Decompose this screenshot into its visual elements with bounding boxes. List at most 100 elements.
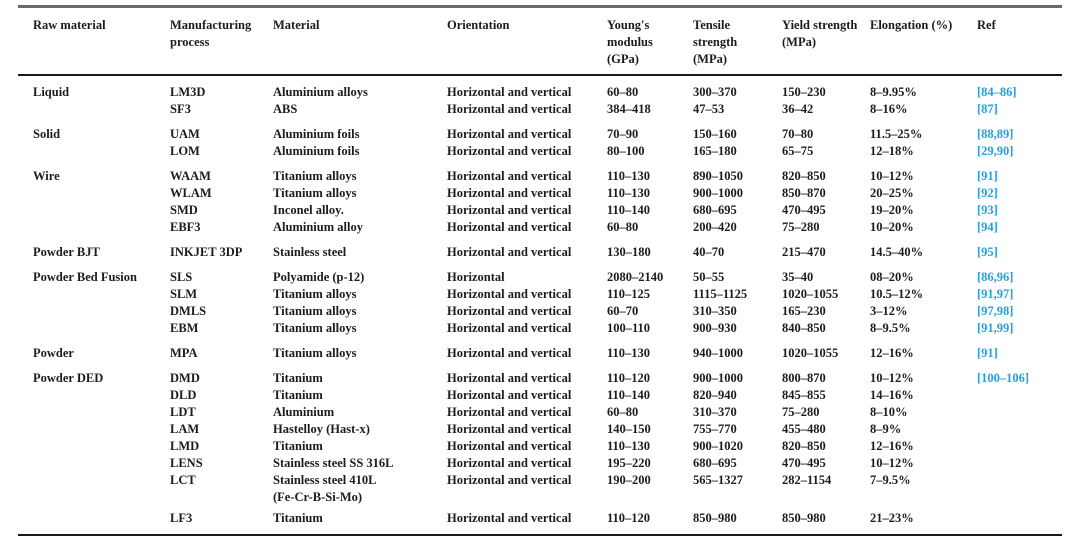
cell-ref-citation-link[interactable]: [88,89] bbox=[977, 127, 1014, 141]
cell-ref-citation-link[interactable]: [86,96] bbox=[977, 270, 1014, 284]
table-row: EBM Titanium alloys Horizontal and verti… bbox=[18, 320, 1062, 337]
cell-yield-strength: 35–40 bbox=[782, 270, 814, 284]
cell-ref-citation-link[interactable]: [29,90] bbox=[977, 144, 1014, 158]
cell-material: Titanium alloys bbox=[273, 321, 357, 335]
cell-yield-strength: 850–870 bbox=[782, 186, 826, 200]
cell-ref-citation-link[interactable]: [92] bbox=[977, 186, 998, 200]
cell-elongation: 20–25% bbox=[870, 186, 914, 200]
cell-material: Aluminium foils bbox=[273, 127, 360, 141]
cell-material: Titanium alloys bbox=[273, 169, 357, 183]
cell-ref-citation-link bbox=[977, 421, 1062, 438]
cell-orientation: Horizontal and vertical bbox=[447, 371, 572, 385]
cell-ref-citation-link[interactable]: [94] bbox=[977, 220, 998, 234]
cell-tensile-strength: 900–1020 bbox=[693, 439, 743, 453]
cell-youngs-modulus: 110–140 bbox=[607, 388, 651, 402]
header-orientation: Orientation bbox=[447, 6, 607, 76]
cell-yield-strength: 150–230 bbox=[782, 85, 826, 99]
cell-elongation: 7–9.5% bbox=[870, 473, 911, 487]
cell-yield-strength: 470–495 bbox=[782, 456, 826, 470]
cell-elongation: 8–9% bbox=[870, 422, 902, 436]
table-row: LCT Stainless steel 410L (Fe-Cr-B-Si-Mo)… bbox=[18, 472, 1062, 506]
cell-tensile-strength: 165–180 bbox=[693, 144, 737, 158]
cell-tensile-strength: 680–695 bbox=[693, 456, 737, 470]
header-youngs-modulus: Young's modulus (GPa) bbox=[607, 6, 693, 76]
cell-raw-material: Liquid bbox=[33, 85, 70, 99]
cell-manufacturing-process: WAAM bbox=[170, 169, 211, 183]
cell-manufacturing-process: EBF3 bbox=[170, 220, 201, 234]
cell-manufacturing-process: DLD bbox=[170, 388, 197, 402]
cell-orientation: Horizontal and vertical bbox=[447, 456, 572, 470]
cell-elongation: 10–12% bbox=[870, 371, 914, 385]
cell-manufacturing-process: WLAM bbox=[170, 186, 212, 200]
cell-ref-citation-link bbox=[977, 455, 1062, 472]
cell-manufacturing-process: LOM bbox=[170, 144, 200, 158]
cell-raw-material: Powder BJT bbox=[33, 245, 100, 259]
cell-manufacturing-process: SLS bbox=[170, 270, 193, 284]
cell-orientation: Horizontal and vertical bbox=[447, 346, 572, 360]
cell-manufacturing-process: DMD bbox=[170, 371, 200, 385]
cell-manufacturing-process: SMD bbox=[170, 203, 198, 217]
cell-youngs-modulus: 190–200 bbox=[607, 473, 651, 487]
table-row: SLM Titanium alloys Horizontal and verti… bbox=[18, 286, 1062, 303]
cell-tensile-strength: 850–980 bbox=[693, 511, 737, 525]
cell-manufacturing-process: MPA bbox=[170, 346, 198, 360]
cell-elongation: 08–20% bbox=[870, 270, 914, 284]
cell-orientation: Horizontal and vertical bbox=[447, 321, 572, 335]
cell-yield-strength: 820–850 bbox=[782, 439, 826, 453]
cell-ref-citation-link[interactable]: [84–86] bbox=[977, 85, 1017, 99]
table-row: DMLS Titanium alloys Horizontal and vert… bbox=[18, 303, 1062, 320]
cell-elongation: 19–20% bbox=[870, 203, 914, 217]
cell-elongation: 8–16% bbox=[870, 102, 908, 116]
table-row: LAM Hastelloy (Hast-x) Horizontal and ve… bbox=[18, 421, 1062, 438]
cell-orientation: Horizontal and vertical bbox=[447, 245, 572, 259]
cell-raw-material bbox=[18, 303, 170, 320]
cell-orientation: Horizontal and vertical bbox=[447, 169, 572, 183]
table-row: LF3 Titanium Horizontal and vertical 110… bbox=[18, 506, 1062, 535]
cell-tensile-strength: 820–940 bbox=[693, 388, 737, 402]
cell-material: Titanium alloys bbox=[273, 346, 357, 360]
cell-material: Aluminium foils bbox=[273, 144, 360, 158]
cell-ref-citation-link[interactable]: [87] bbox=[977, 102, 998, 116]
header-row: Raw material Manufacturing process Mater… bbox=[18, 6, 1062, 76]
header-ref: Ref bbox=[977, 6, 1062, 76]
cell-tensile-strength: 40–70 bbox=[693, 245, 725, 259]
cell-youngs-modulus: 130–180 bbox=[607, 245, 651, 259]
cell-material: Titanium bbox=[273, 511, 323, 525]
cell-ref-citation-link[interactable]: [91,97] bbox=[977, 287, 1014, 301]
table-row: LENS Stainless steel SS 316L Horizontal … bbox=[18, 455, 1062, 472]
cell-ref-citation-link[interactable]: [91] bbox=[977, 169, 998, 183]
cell-ref-citation-link[interactable]: [91,99] bbox=[977, 321, 1014, 335]
cell-material: Titanium bbox=[273, 388, 323, 402]
header-material: Material bbox=[273, 6, 447, 76]
cell-manufacturing-process: EBM bbox=[170, 321, 199, 335]
table-row: Powder BJT INKJET 3DP Stainless steel Ho… bbox=[18, 236, 1062, 261]
cell-youngs-modulus: 384–418 bbox=[607, 102, 651, 116]
header-tensile-strength: Tensile strength (MPa) bbox=[693, 6, 782, 76]
cell-manufacturing-process: LM3D bbox=[170, 85, 206, 99]
cell-youngs-modulus: 80–100 bbox=[607, 144, 645, 158]
table-row: Powder DED DMD Titanium Horizontal and v… bbox=[18, 362, 1062, 387]
cell-tensile-strength: 310–350 bbox=[693, 304, 737, 318]
header-raw-material: Raw material bbox=[18, 6, 170, 76]
cell-manufacturing-process: UAM bbox=[170, 127, 200, 141]
cell-ref-citation-link[interactable]: [95] bbox=[977, 245, 998, 259]
cell-ref-citation-link[interactable]: [93] bbox=[977, 203, 998, 217]
cell-manufacturing-process: DMLS bbox=[170, 304, 207, 318]
cell-ref-citation-link[interactable]: [100–106] bbox=[977, 371, 1030, 385]
cell-yield-strength: 165–230 bbox=[782, 304, 826, 318]
cell-ref-citation-link[interactable]: [97,98] bbox=[977, 304, 1014, 318]
cell-material: Aluminium bbox=[273, 405, 335, 419]
cell-elongation: 14–16% bbox=[870, 388, 914, 402]
cell-yield-strength: 1020–1055 bbox=[782, 346, 839, 360]
cell-elongation: 10–12% bbox=[870, 169, 914, 183]
cell-yield-strength: 470–495 bbox=[782, 203, 826, 217]
cell-manufacturing-process: LF3 bbox=[170, 511, 193, 525]
table-row: Powder MPA Titanium alloys Horizontal an… bbox=[18, 337, 1062, 362]
cell-ref-citation-link bbox=[977, 506, 1062, 535]
cell-ref-citation-link[interactable]: [91] bbox=[977, 346, 998, 360]
cell-yield-strength: 820–850 bbox=[782, 169, 826, 183]
cell-tensile-strength: 310–370 bbox=[693, 405, 737, 419]
cell-orientation: Horizontal and vertical bbox=[447, 85, 572, 99]
cell-orientation: Horizontal and vertical bbox=[447, 144, 572, 158]
